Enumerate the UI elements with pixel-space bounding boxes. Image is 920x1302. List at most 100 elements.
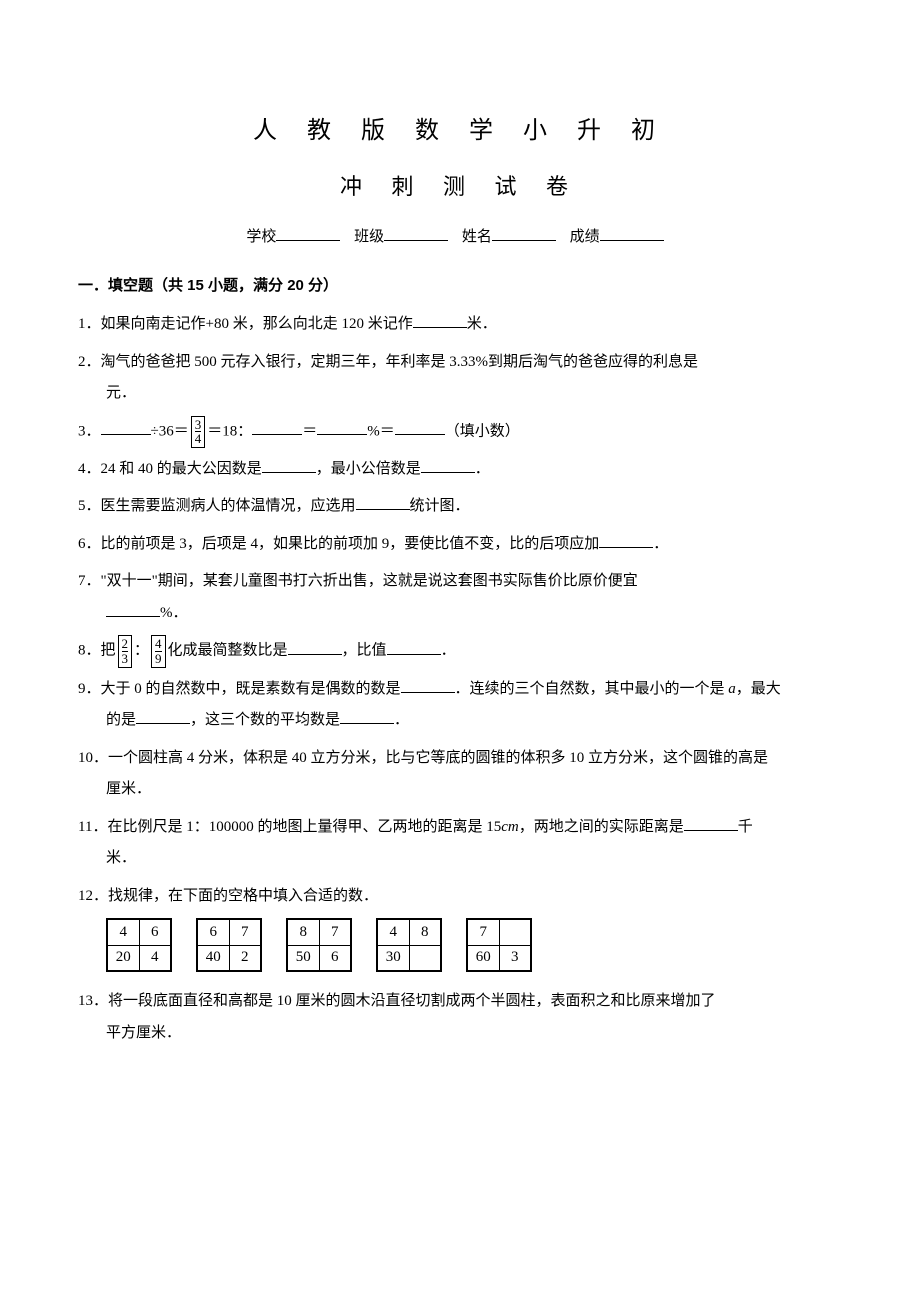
blank [340,710,394,724]
blank [684,817,738,831]
blank [252,421,302,435]
q13-text-b: 平方厘米． [106,1025,181,1041]
q2-text-b: 元． [106,385,136,401]
q8-colon: ： [134,643,149,659]
q9-text-c: ，最大 [736,681,781,697]
info-line: 学校 班级 姓名 成绩 [78,225,842,246]
blank-score [600,227,664,241]
frac-d: 4 [195,431,202,446]
blank [317,421,367,435]
q1-text-b: 米． [467,316,497,332]
q3-text-f: （填小数） [445,423,520,439]
cell: 7 [319,919,351,945]
q5-text-b: 统计图． [410,498,470,514]
question-8: 8．把23：49化成最简整数比是，比值． [78,635,842,667]
q9-text-f: ． [394,712,409,728]
frac-d: 3 [122,651,129,666]
table-5: 7 603 [466,918,532,972]
q4-text-b: ，最小公倍数是 [316,461,421,477]
question-4: 4．24 和 40 的最大公因数是，最小公倍数是． [78,454,842,486]
blank-school [276,227,340,241]
tables-row: 46 204 67 402 87 506 48 30 7 603 [106,918,842,972]
frac-n: 2 [122,637,129,651]
q7-text-b: %． [160,605,188,621]
q11-cm: cm [501,819,519,835]
table-2: 67 402 [196,918,262,972]
blank [401,679,455,693]
cell: 8 [409,919,441,945]
fraction-3-4: 34 [191,416,206,448]
table-1: 46 204 [106,918,172,972]
frac-n: 4 [155,637,162,651]
cell: 50 [287,945,319,971]
q6-text-b: ． [653,536,668,552]
question-13: 13．将一段底面直径和高都是 10 厘米的圆木沿直径切割成两个半圆柱，表面积之和… [78,986,842,1049]
q3-text-c: ＝18： [207,423,252,439]
q9-text-a: 9．大于 0 的自然数中，既是素数有是偶数的数是 [78,681,401,697]
label-school: 学校 [246,229,276,245]
frac-n: 3 [195,418,202,432]
cell: 2 [229,945,261,971]
q3-text-b: ÷36＝ [151,423,189,439]
cell: 6 [319,945,351,971]
q11-text-b: ，两地之间的实际距离是 [519,819,684,835]
q9-text-e: ，这三个数的平均数是 [190,712,340,728]
q3-text-e: %＝ [367,423,395,439]
fraction-2-3: 23 [118,635,133,667]
q9-text-d: 的是 [106,712,136,728]
question-6: 6．比的前项是 3，后项是 4，如果比的前项加 9，要使比值不变，比的后项应加 ． [78,529,842,561]
blank [413,314,467,328]
blank [421,459,475,473]
question-11: 11．在比例尺是 1：100000 的地图上量得甲、乙两地的距离是 15cm，两… [78,812,842,875]
blank [387,641,441,655]
cell: 6 [197,919,229,945]
blank [136,710,190,724]
blank [101,421,151,435]
q6-text-a: 6．比的前项是 3，后项是 4，如果比的前项加 9，要使比值不变，比的后项应加 [78,536,599,552]
q9-var: a [728,681,736,697]
q11-text-c: 千 [738,819,753,835]
question-9: 9．大于 0 的自然数中，既是素数有是偶数的数是．连续的三个自然数，其中最小的一… [78,674,842,737]
blank [395,421,445,435]
q13-text-a: 13．将一段底面直径和高都是 10 厘米的圆木沿直径切割成两个半圆柱，表面积之和… [78,993,716,1009]
cell: 7 [229,919,261,945]
question-10: 10．一个圆柱高 4 分米，体积是 40 立方分米，比与它等底的圆锥的体积多 1… [78,743,842,806]
q11-text-a: 11．在比例尺是 1：100000 的地图上量得甲、乙两地的距离是 15 [78,819,501,835]
cell [409,945,441,971]
q3-text-d: ＝ [302,423,317,439]
blank [106,603,160,617]
cell: 20 [107,945,139,971]
question-2: 2．淘气的爸爸把 500 元存入银行，定期三年，年利率是 3.33%到期后淘气的… [78,347,842,410]
blank-name [492,227,556,241]
q8-text-d: ． [441,643,456,659]
fraction-4-9: 49 [151,635,166,667]
blank [288,641,342,655]
label-name: 姓名 [462,229,492,245]
section-head: 一．填空题（共 15 小题，满分 20 分） [78,274,842,295]
blank [599,534,653,548]
title-main: 人 教 版 数 学 小 升 初 [78,110,842,145]
q7-text-a: 7．"双十一"期间，某套儿童图书打六折出售，这就是说这套图书实际售价比原价便宜 [78,573,638,589]
q5-text-a: 5．医生需要监测病人的体温情况，应选用 [78,498,356,514]
cell: 60 [467,945,499,971]
question-1: 1．如果向南走记作+80 米，那么向北走 120 米记作 米． [78,309,842,341]
q1-text-a: 1．如果向南走记作+80 米，那么向北走 120 米记作 [78,316,413,332]
q4-text-a: 4．24 和 40 的最大公因数是 [78,461,262,477]
q10-text-b: 厘米． [106,781,151,797]
table-3: 87 506 [286,918,352,972]
blank [262,459,316,473]
q2-text-a: 2．淘气的爸爸把 500 元存入银行，定期三年，年利率是 3.33%到期后淘气的… [78,354,698,370]
cell: 3 [499,945,531,971]
q8-text-c: ，比值 [342,643,387,659]
q3-text-a: 3． [78,423,101,439]
question-3: 3．÷36＝34＝18：＝%＝（填小数） [78,416,842,448]
cell: 7 [467,919,499,945]
label-class: 班级 [354,229,384,245]
frac-d: 9 [155,651,162,666]
blank [356,496,410,510]
cell: 40 [197,945,229,971]
question-7: 7．"双十一"期间，某套儿童图书打六折出售，这就是说这套图书实际售价比原价便宜 … [78,566,842,629]
blank-class [384,227,448,241]
cell [499,919,531,945]
cell: 8 [287,919,319,945]
